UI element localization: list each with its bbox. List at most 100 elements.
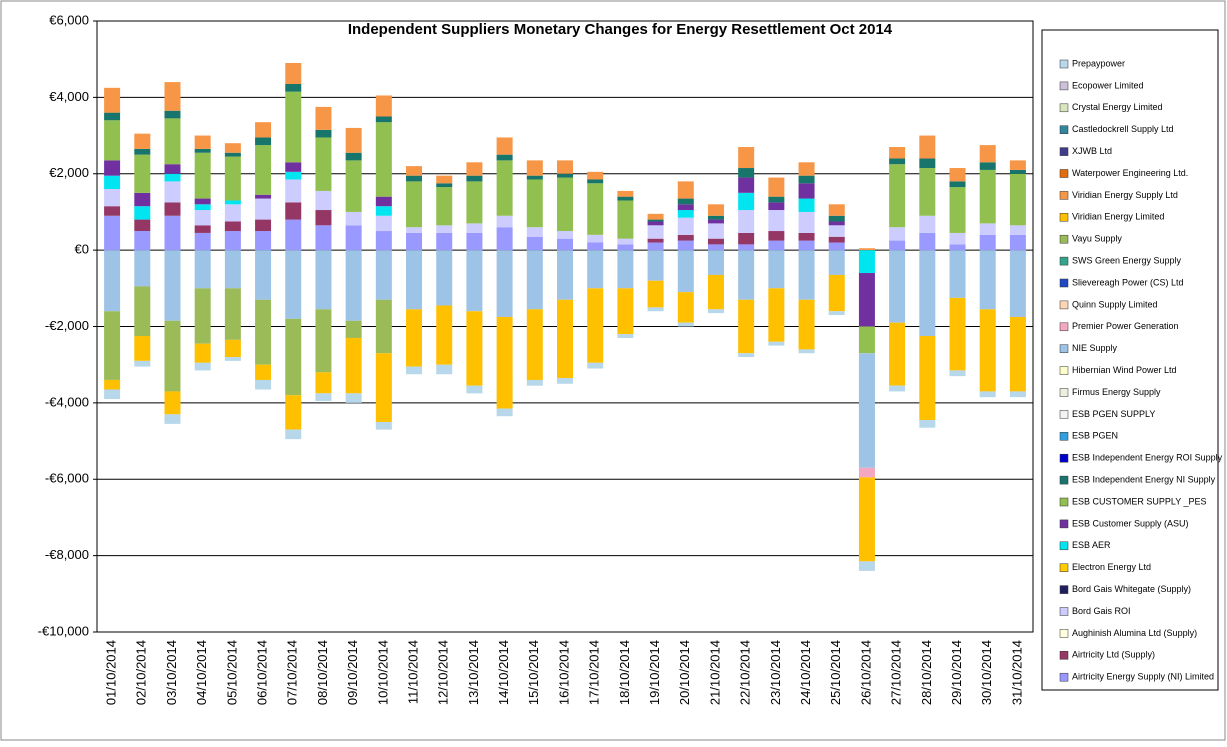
bar-segment xyxy=(647,238,664,243)
bar-segment xyxy=(949,168,966,182)
bar-segment xyxy=(919,336,936,421)
bar-segment xyxy=(466,223,483,233)
bar-segment xyxy=(587,288,604,363)
bar-segment xyxy=(949,244,966,251)
bar-segment xyxy=(345,393,362,403)
legend-label: Prepaypower xyxy=(1072,58,1125,68)
bar-segment xyxy=(919,168,936,216)
bar-segment xyxy=(979,391,996,398)
legend-swatch xyxy=(1059,388,1069,397)
bar-segment xyxy=(979,234,996,251)
bar-segment xyxy=(949,370,966,377)
bar-segment xyxy=(164,414,181,424)
bar-segment xyxy=(889,385,906,392)
bar-segment xyxy=(315,210,332,226)
bar-segment xyxy=(375,353,392,422)
bar-segment xyxy=(164,181,181,203)
bar-segment xyxy=(345,225,362,251)
bar-segment xyxy=(889,147,906,159)
bar-segment xyxy=(828,311,845,316)
bar-segment xyxy=(194,148,211,153)
legend-label: Quinn Supply Limited xyxy=(1072,299,1158,309)
bar-segment xyxy=(798,162,815,176)
bar-segment xyxy=(768,288,785,342)
bar-segment xyxy=(194,135,211,149)
legend-swatch xyxy=(1059,585,1069,594)
bar-segment xyxy=(104,120,121,161)
bar-segment xyxy=(828,215,845,222)
bar-segment xyxy=(496,316,513,409)
bar-segment xyxy=(194,225,211,233)
bar-segment xyxy=(104,189,121,207)
bar-segment xyxy=(889,250,906,323)
legend-swatch xyxy=(1059,607,1069,616)
bar-segment xyxy=(828,274,845,312)
legend-swatch xyxy=(1059,344,1069,353)
bar-segment xyxy=(466,162,483,176)
bar-segment xyxy=(557,250,573,300)
bar-segment xyxy=(194,362,211,371)
legend-swatch xyxy=(1059,213,1069,222)
bar-segment xyxy=(285,171,302,180)
bar-segment xyxy=(345,152,362,161)
bar-segment xyxy=(466,232,483,251)
bar-segment xyxy=(798,175,815,184)
bar-segment xyxy=(285,250,302,319)
bar-segment xyxy=(738,244,755,251)
bar-segment xyxy=(134,360,151,367)
bar-segment xyxy=(255,250,272,300)
bar-segment xyxy=(345,337,362,394)
legend-swatch xyxy=(1059,125,1069,134)
bar-segment xyxy=(194,210,211,226)
bar-segment xyxy=(979,250,996,310)
bar-segment xyxy=(858,477,875,562)
bar-segment xyxy=(104,175,121,190)
bar-segment xyxy=(738,210,755,233)
legend-label: ESB Customer Supply (ASU) xyxy=(1072,518,1189,528)
bar-segment xyxy=(557,177,573,232)
bar-segment xyxy=(647,219,664,222)
bar-segment xyxy=(587,242,604,251)
bar-segment xyxy=(436,183,453,188)
legend-swatch xyxy=(1059,256,1069,266)
bar-segment xyxy=(406,166,423,176)
bar-segment xyxy=(1009,169,1026,174)
legend-label: Ecopower Limited xyxy=(1072,80,1144,90)
bar-segment xyxy=(677,322,694,327)
bar-segment xyxy=(406,175,423,182)
bar-segment xyxy=(406,232,423,251)
legend-label: Bord Gais ROI xyxy=(1072,606,1131,616)
bar-segment xyxy=(436,250,453,306)
bar-segment xyxy=(738,192,755,211)
bar-segment xyxy=(194,152,211,199)
bar-segment xyxy=(436,175,453,184)
bar-segment xyxy=(285,219,302,251)
bar-segment xyxy=(164,215,181,251)
legend-swatch xyxy=(1059,81,1069,91)
bar-segment xyxy=(285,318,302,396)
bar-segment xyxy=(436,187,453,226)
legend-label: XJWB Ltd xyxy=(1072,146,1112,156)
bar-segment xyxy=(858,467,875,478)
chart-title: Independent Suppliers Monetary Changes f… xyxy=(348,21,893,38)
y-tick-label: -€10,000 xyxy=(38,623,89,638)
legend-swatch xyxy=(1059,278,1069,288)
bar-segment xyxy=(1009,234,1026,251)
bar-segment xyxy=(526,175,543,180)
bar-segment xyxy=(224,250,241,289)
bar-segment xyxy=(707,223,724,239)
bar-segment xyxy=(134,148,151,155)
bar-segment xyxy=(466,385,483,394)
bar-segment xyxy=(466,250,483,312)
bar-segment xyxy=(587,171,604,180)
bar-segment xyxy=(104,206,121,216)
bar-segment xyxy=(677,198,694,205)
bar-segment xyxy=(587,362,604,369)
bar-segment xyxy=(617,288,634,335)
x-tick-label: 02/10/2014 xyxy=(134,640,149,705)
bar-segment xyxy=(889,158,906,165)
bar-segment xyxy=(406,250,423,310)
bar-segment xyxy=(104,160,121,176)
bar-segment xyxy=(255,219,272,232)
